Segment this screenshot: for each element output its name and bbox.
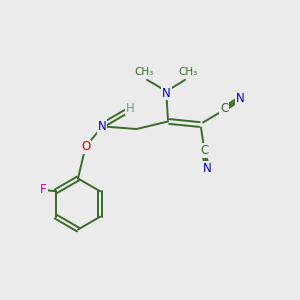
Text: N: N [202, 162, 211, 176]
Text: H: H [126, 101, 135, 115]
Text: F: F [40, 183, 46, 196]
Text: CH₃: CH₃ [134, 68, 154, 77]
Text: C: C [200, 144, 208, 158]
Text: N: N [162, 86, 171, 100]
Text: O: O [81, 140, 90, 154]
Text: N: N [236, 92, 244, 105]
Text: N: N [98, 120, 106, 133]
Text: CH₃: CH₃ [178, 68, 198, 77]
Text: C: C [220, 102, 229, 116]
